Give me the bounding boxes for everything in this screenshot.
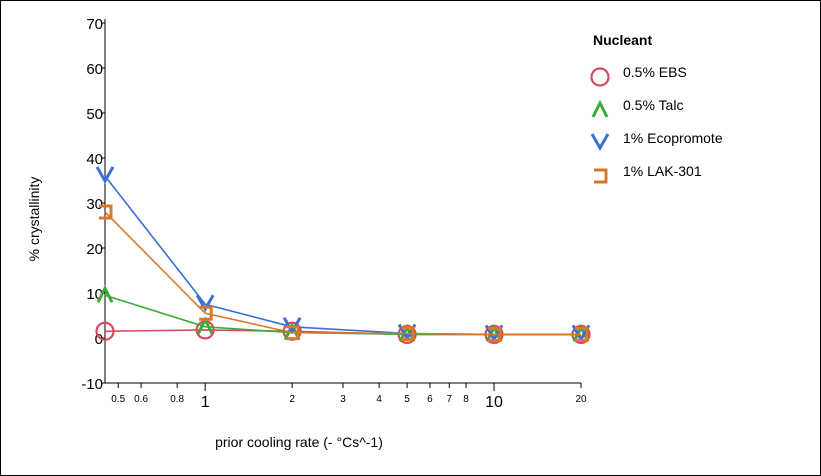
y-tick-label: 60 xyxy=(86,61,103,78)
x-minor-tick-label: 2 xyxy=(289,394,295,405)
series-1-lak-301 xyxy=(99,206,587,340)
series-line xyxy=(105,295,581,334)
legend-marker xyxy=(593,103,607,117)
y-tick-label: 40 xyxy=(86,151,103,168)
legend-marker xyxy=(592,69,609,86)
x-minor-tick-label: 3 xyxy=(340,394,346,405)
legend-label: 0.5% Talc xyxy=(623,97,683,113)
y-axis-label: % crystallinity xyxy=(26,177,42,262)
legend-label: 0.5% EBS xyxy=(623,64,687,80)
x-minor-tick-label: 8 xyxy=(463,394,469,405)
series-1-ecopromote xyxy=(97,167,589,339)
legend-title: Nucleant xyxy=(593,32,652,48)
series-layer xyxy=(97,167,590,343)
x-minor-tick-label: 6 xyxy=(427,394,433,405)
y-tick-label: 20 xyxy=(86,241,103,258)
x-minor-tick-label: 20 xyxy=(575,394,587,405)
x-minor-tick-label: 0.8 xyxy=(170,394,184,405)
x-minor-tick-label: 0.5 xyxy=(111,394,125,405)
y-tick-label: 50 xyxy=(86,106,103,123)
x-major-tick-label: 1 xyxy=(201,394,210,411)
series-line xyxy=(105,176,581,334)
x-minor-tick-label: 5 xyxy=(404,394,410,405)
legend-label: 1% LAK-301 xyxy=(623,163,702,179)
y-tick-label: -10 xyxy=(81,376,103,393)
series-line xyxy=(105,212,581,334)
y-tick-label: 70 xyxy=(86,16,103,33)
x-minor-tick-label: 0.6 xyxy=(134,394,148,405)
legend-marker xyxy=(592,134,608,148)
legend: Nucleant 0.5% EBS 0.5% Talc 1% Ecopromote 1%… xyxy=(592,32,723,182)
x-minor-tick-label: 4 xyxy=(376,394,382,405)
legend-label: 1% Ecopromote xyxy=(623,130,723,146)
legend-marker xyxy=(594,170,606,182)
series-0-5-ebs xyxy=(97,321,590,343)
x-major-tick-label: 10 xyxy=(485,394,503,411)
x-axis-label: prior cooling rate (- °Cs^-1) xyxy=(215,434,383,450)
x-minor-tick-label: 7 xyxy=(447,394,453,405)
